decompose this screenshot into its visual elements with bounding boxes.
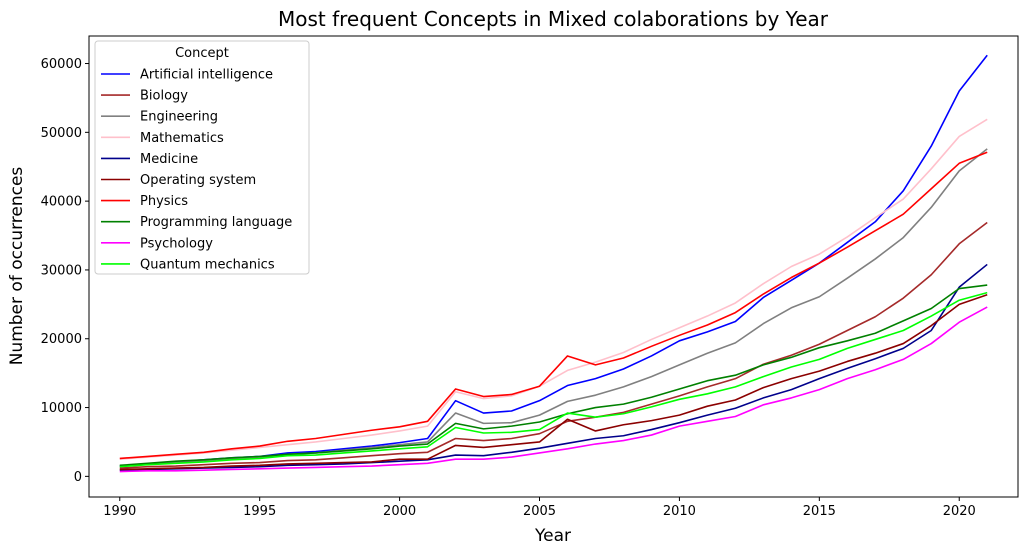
series-line — [119, 306, 988, 473]
series-line — [119, 291, 988, 468]
x-tick-label: 2015 — [803, 504, 836, 519]
legend-label: Mathematics — [140, 131, 224, 146]
legend-title: Concept — [175, 46, 229, 61]
y-tick-label: 40000 — [41, 195, 82, 210]
x-tick-label: 2010 — [663, 504, 696, 519]
y-tick-label: 50000 — [41, 126, 82, 141]
chart-title: Most frequent Concepts in Mixed colabora… — [278, 7, 829, 31]
series-line — [119, 221, 988, 469]
series-line — [119, 293, 988, 471]
legend-frame — [94, 40, 310, 275]
x-tick-label: 2000 — [383, 504, 416, 519]
x-tick-label: 1990 — [103, 504, 136, 519]
legend-label: Biology — [140, 89, 188, 104]
series-line — [119, 151, 988, 460]
x-tick-label: 2005 — [523, 504, 556, 519]
legend-label: Physics — [140, 194, 188, 209]
y-tick-label: 0 — [74, 470, 82, 485]
series-line — [119, 284, 988, 467]
y-tick-label: 10000 — [41, 401, 82, 416]
y-axis: 0 10000 20000 30000 40000 50000 60000 — [41, 57, 89, 485]
x-axis: 1990 1995 2000 2005 2010 2015 2020 — [103, 497, 976, 519]
x-tick-label: 1995 — [243, 504, 276, 519]
y-tick-label: 30000 — [41, 263, 82, 278]
legend-label: Programming language — [140, 215, 292, 230]
series-line — [119, 263, 988, 471]
legend-items: Artificial intelligence Biology Engineerin… — [101, 68, 292, 272]
series-line — [119, 118, 988, 460]
y-tick-label: 60000 — [41, 57, 82, 72]
x-tick-label: 2020 — [943, 504, 976, 519]
legend-label: Medicine — [140, 152, 198, 167]
legend-label: Operating system — [140, 173, 256, 188]
legend-label: Engineering — [140, 110, 218, 125]
x-axis-label: Year — [534, 526, 571, 546]
y-tick-label: 20000 — [41, 332, 82, 347]
legend: Concept Artificial intelligence Biology En… — [94, 40, 310, 275]
legend-label: Quantum mechanics — [140, 257, 275, 272]
legend-label: Psychology — [140, 236, 213, 251]
plot-lines — [119, 54, 988, 473]
legend-label: Artificial intelligence — [140, 68, 273, 83]
y-axis-label: Number of occurrences — [7, 167, 27, 366]
plot-area-frame — [88, 35, 1019, 498]
